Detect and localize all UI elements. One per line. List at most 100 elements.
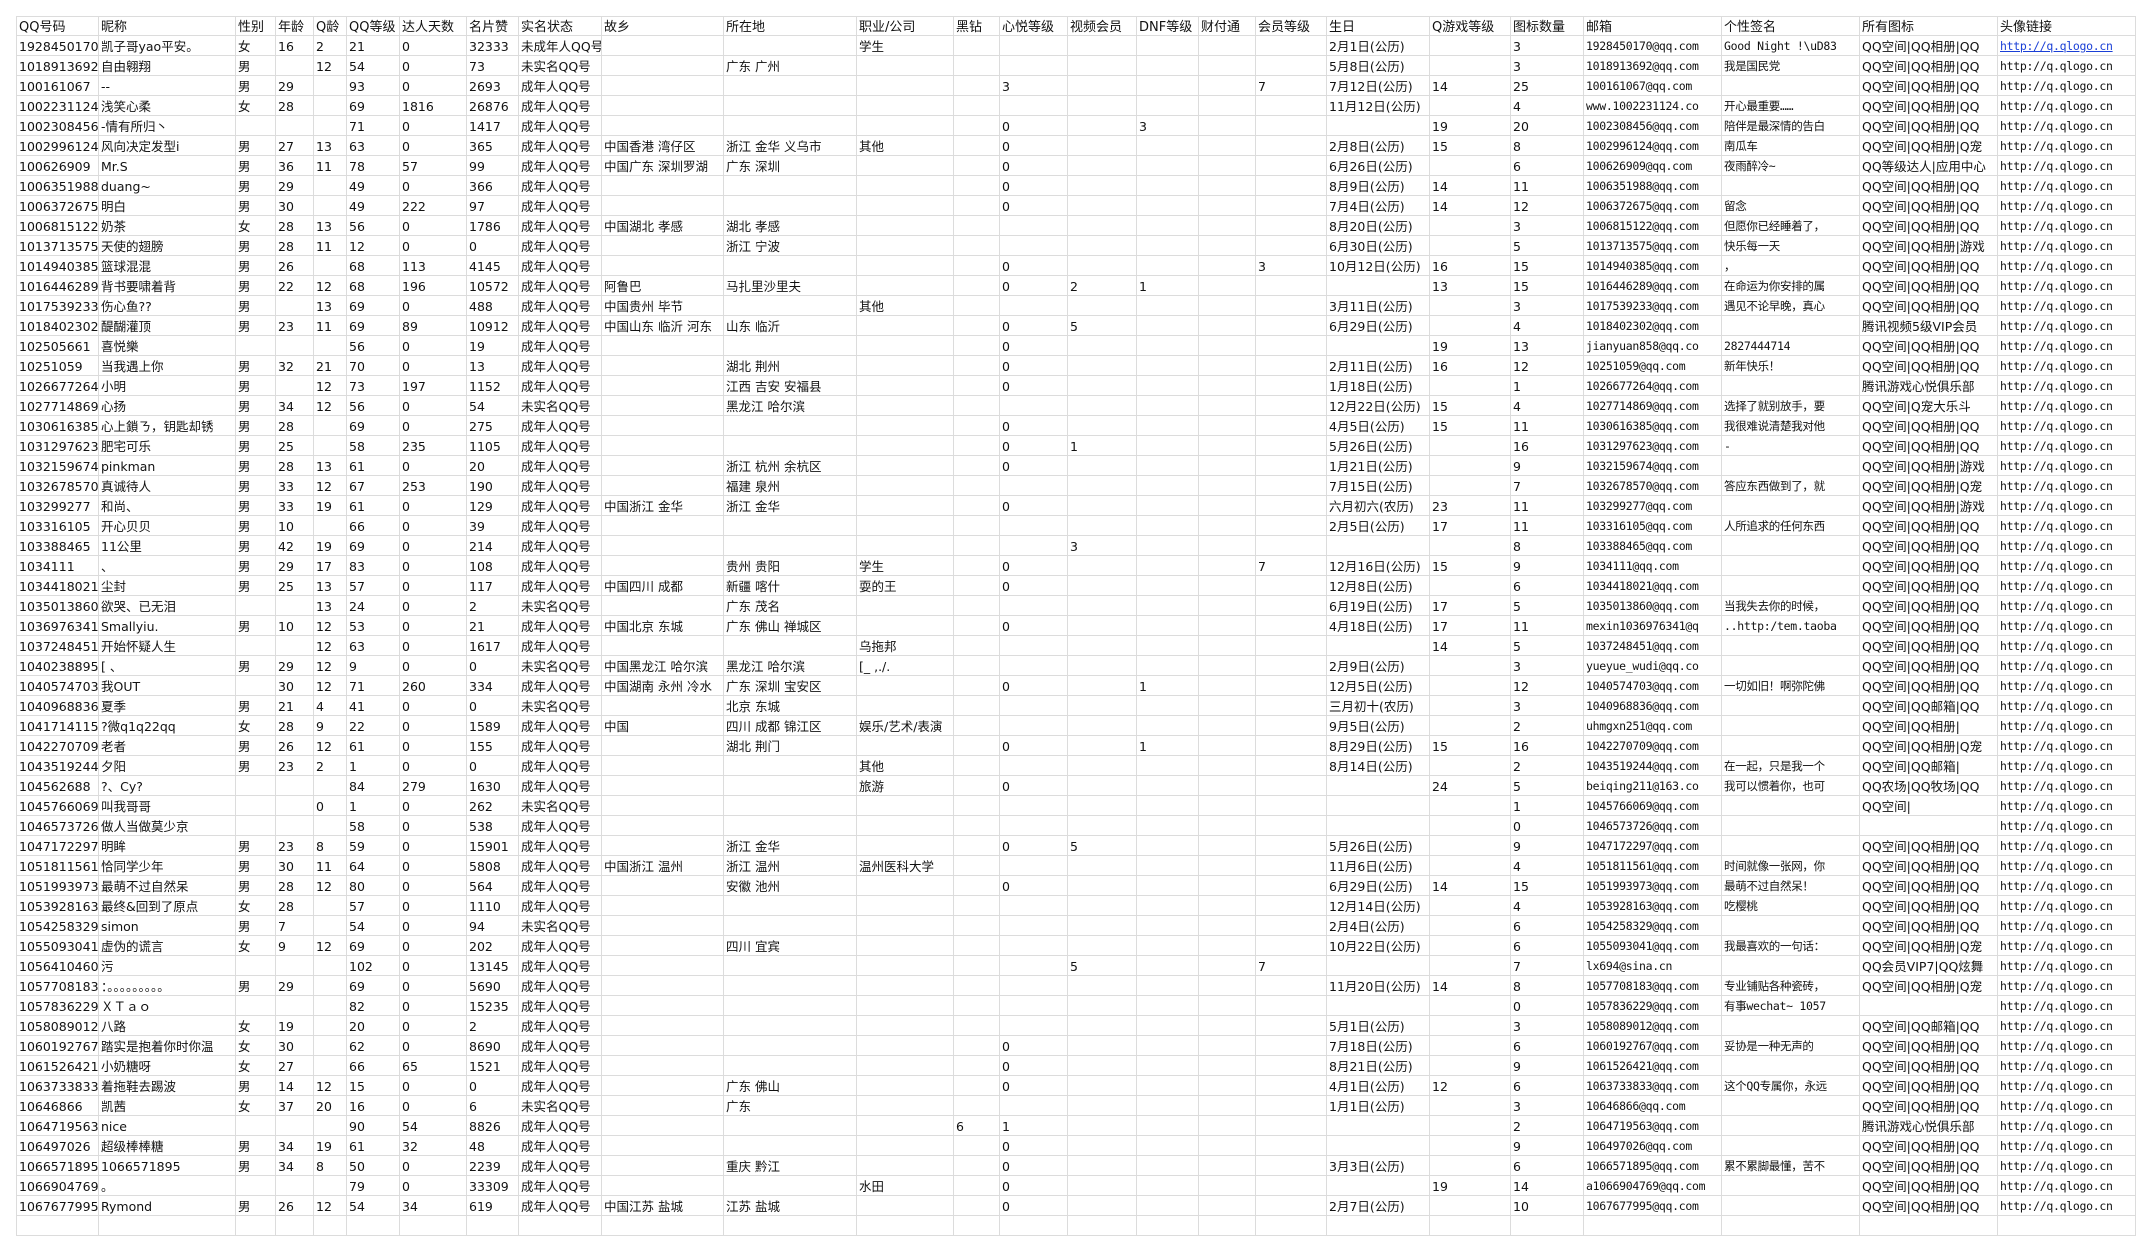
cell-qq-level[interactable]	[347, 1216, 400, 1236]
cell-all-icons[interactable]: QQ空间|QQ相册|QQ	[1860, 76, 1998, 96]
cell-birthday[interactable]: 2月7日(公历)	[1327, 1196, 1430, 1216]
cell-avatar-link[interactable]: http://q.qlogo.cn	[1998, 236, 2136, 256]
cell-email[interactable]: 1040968836@qq.com	[1584, 696, 1722, 716]
cell-nickname[interactable]: 天使的翅膀	[99, 236, 236, 256]
cell-tenpay[interactable]	[1199, 636, 1256, 656]
cell-gender[interactable]: 男	[236, 876, 276, 896]
cell-avatar-link[interactable]: http://q.qlogo.cn	[1998, 1156, 2136, 1176]
cell-nickname[interactable]: 。	[99, 1176, 236, 1196]
cell-qq-level[interactable]: 59	[347, 836, 400, 856]
cell-black-diamond[interactable]	[954, 1176, 1000, 1196]
cell-qq-age[interactable]: 8	[314, 1156, 347, 1176]
cell-signature[interactable]: 一切如旧！啊弥陀佛	[1722, 676, 1860, 696]
cell-occupation[interactable]	[857, 1016, 954, 1036]
cell-qq-number[interactable]: 1043519244	[16, 756, 99, 776]
cell-signature[interactable]: 在命运为你安排的属	[1722, 276, 1860, 296]
cell-card-likes[interactable]: 73	[467, 56, 519, 76]
cell-vip-level[interactable]	[1256, 916, 1327, 936]
cell-qq-number[interactable]: 1036976341	[16, 616, 99, 636]
cell-realname-status[interactable]: 成年人QQ号	[519, 776, 602, 796]
cell-occupation[interactable]	[857, 76, 954, 96]
cell-avatar-link[interactable]: http://q.qlogo.cn	[1998, 936, 2136, 956]
cell-qq-level[interactable]: 54	[347, 1196, 400, 1216]
cell-hometown[interactable]	[602, 816, 724, 836]
cell-xinyue-level[interactable]: 0	[1000, 416, 1068, 436]
cell-avatar-link[interactable]: http://q.qlogo.cn	[1998, 76, 2136, 96]
cell-xinyue-level[interactable]	[1000, 936, 1068, 956]
cell-qq-age[interactable]: 12	[314, 56, 347, 76]
cell-xinyue-level[interactable]	[1000, 516, 1068, 536]
cell-realname-status[interactable]: 成年人QQ号	[519, 216, 602, 236]
cell-qgame-level[interactable]	[1430, 536, 1511, 556]
cell-occupation[interactable]: 水田	[857, 1176, 954, 1196]
cell-video-vip[interactable]: 2	[1068, 276, 1137, 296]
cell-all-icons[interactable]: QQ空间|QQ相册|QQ	[1860, 536, 1998, 556]
cell-qq-level[interactable]: 82	[347, 996, 400, 1016]
cell-xinyue-level[interactable]	[1000, 756, 1068, 776]
cell-video-vip[interactable]	[1068, 176, 1137, 196]
cell-dnf-level[interactable]	[1137, 936, 1199, 956]
cell-realname-status[interactable]: 成年人QQ号	[519, 196, 602, 216]
column-header-avatar-link[interactable]: 头像链接	[1998, 16, 2136, 36]
cell-nickname[interactable]: 伤心鱼??	[99, 296, 236, 316]
cell-birthday[interactable]: 2月9日(公历)	[1327, 656, 1430, 676]
cell-nickname[interactable]: 心上鎖ㄋ，钥匙却锈	[99, 416, 236, 436]
cell-icon-count[interactable]: 3	[1511, 1096, 1584, 1116]
cell-qq-number[interactable]: 1045766069	[16, 796, 99, 816]
cell-all-icons[interactable]: QQ空间|QQ相册|QQ	[1860, 196, 1998, 216]
cell-gender[interactable]: 男	[236, 1076, 276, 1096]
cell-age[interactable]	[276, 296, 314, 316]
cell-email[interactable]: 103316105@qq.com	[1584, 516, 1722, 536]
cell-dnf-level[interactable]	[1137, 996, 1199, 1016]
cell-avatar-link[interactable]: http://q.qlogo.cn	[1998, 796, 2136, 816]
cell-signature[interactable]: 2827444714	[1722, 336, 1860, 356]
cell-nickname[interactable]: 篮球混混	[99, 256, 236, 276]
cell-location[interactable]	[724, 1056, 857, 1076]
cell-card-likes[interactable]: 1110	[467, 896, 519, 916]
cell-expert-days[interactable]: 0	[400, 836, 467, 856]
cell-birthday[interactable]	[1327, 1116, 1430, 1136]
cell-video-vip[interactable]	[1068, 56, 1137, 76]
cell-email[interactable]: 106497026@qq.com	[1584, 1136, 1722, 1156]
cell-signature[interactable]: Good Night !\uD83	[1722, 36, 1860, 56]
cell-tenpay[interactable]	[1199, 396, 1256, 416]
cell-dnf-level[interactable]: 3	[1137, 116, 1199, 136]
cell-signature[interactable]: 我很难说清楚我对他	[1722, 416, 1860, 436]
cell-avatar-link[interactable]: http://q.qlogo.cn	[1998, 636, 2136, 656]
cell-gender[interactable]: 男	[236, 1196, 276, 1216]
cell-icon-count[interactable]: 7	[1511, 476, 1584, 496]
cell-occupation[interactable]	[857, 676, 954, 696]
cell-all-icons[interactable]: QQ空间|QQ相册|QQ	[1860, 1036, 1998, 1056]
cell-qq-level[interactable]: 49	[347, 176, 400, 196]
cell-hometown[interactable]	[602, 516, 724, 536]
cell-qq-level[interactable]: 69	[347, 316, 400, 336]
cell-qq-age[interactable]	[314, 1116, 347, 1136]
cell-qq-age[interactable]	[314, 1216, 347, 1236]
cell-all-icons[interactable]: 腾讯视频5级VIP会员	[1860, 316, 1998, 336]
cell-avatar-link[interactable]: http://q.qlogo.cn	[1998, 1176, 2136, 1196]
cell-email[interactable]: 1031297623@qq.com	[1584, 436, 1722, 456]
cell-expert-days[interactable]: 113	[400, 256, 467, 276]
cell-dnf-level[interactable]	[1137, 176, 1199, 196]
cell-age[interactable]: 23	[276, 316, 314, 336]
cell-occupation[interactable]	[857, 696, 954, 716]
cell-hometown[interactable]	[602, 1136, 724, 1156]
cell-qgame-level[interactable]: 14	[1430, 76, 1511, 96]
cell-video-vip[interactable]	[1068, 1036, 1137, 1056]
cell-card-likes[interactable]: 117	[467, 576, 519, 596]
cell-dnf-level[interactable]	[1137, 1116, 1199, 1136]
cell-avatar-link[interactable]: http://q.qlogo.cn	[1998, 56, 2136, 76]
cell-age[interactable]: 26	[276, 1196, 314, 1216]
cell-avatar-link[interactable]: http://q.qlogo.cn	[1998, 996, 2136, 1016]
cell-vip-level[interactable]	[1256, 356, 1327, 376]
cell-qq-level[interactable]: 66	[347, 516, 400, 536]
cell-age[interactable]: 28	[276, 416, 314, 436]
cell-all-icons[interactable]	[1860, 1216, 1998, 1236]
cell-all-icons[interactable]: QQ空间|QQ相册|QQ	[1860, 1096, 1998, 1116]
cell-qq-level[interactable]: 63	[347, 136, 400, 156]
cell-email[interactable]: 1046573726@qq.com	[1584, 816, 1722, 836]
column-header-qq-level[interactable]: QQ等级	[347, 16, 400, 36]
cell-location[interactable]: 安徽 池州	[724, 876, 857, 896]
cell-qq-level[interactable]: 93	[347, 76, 400, 96]
cell-qgame-level[interactable]: 14	[1430, 976, 1511, 996]
